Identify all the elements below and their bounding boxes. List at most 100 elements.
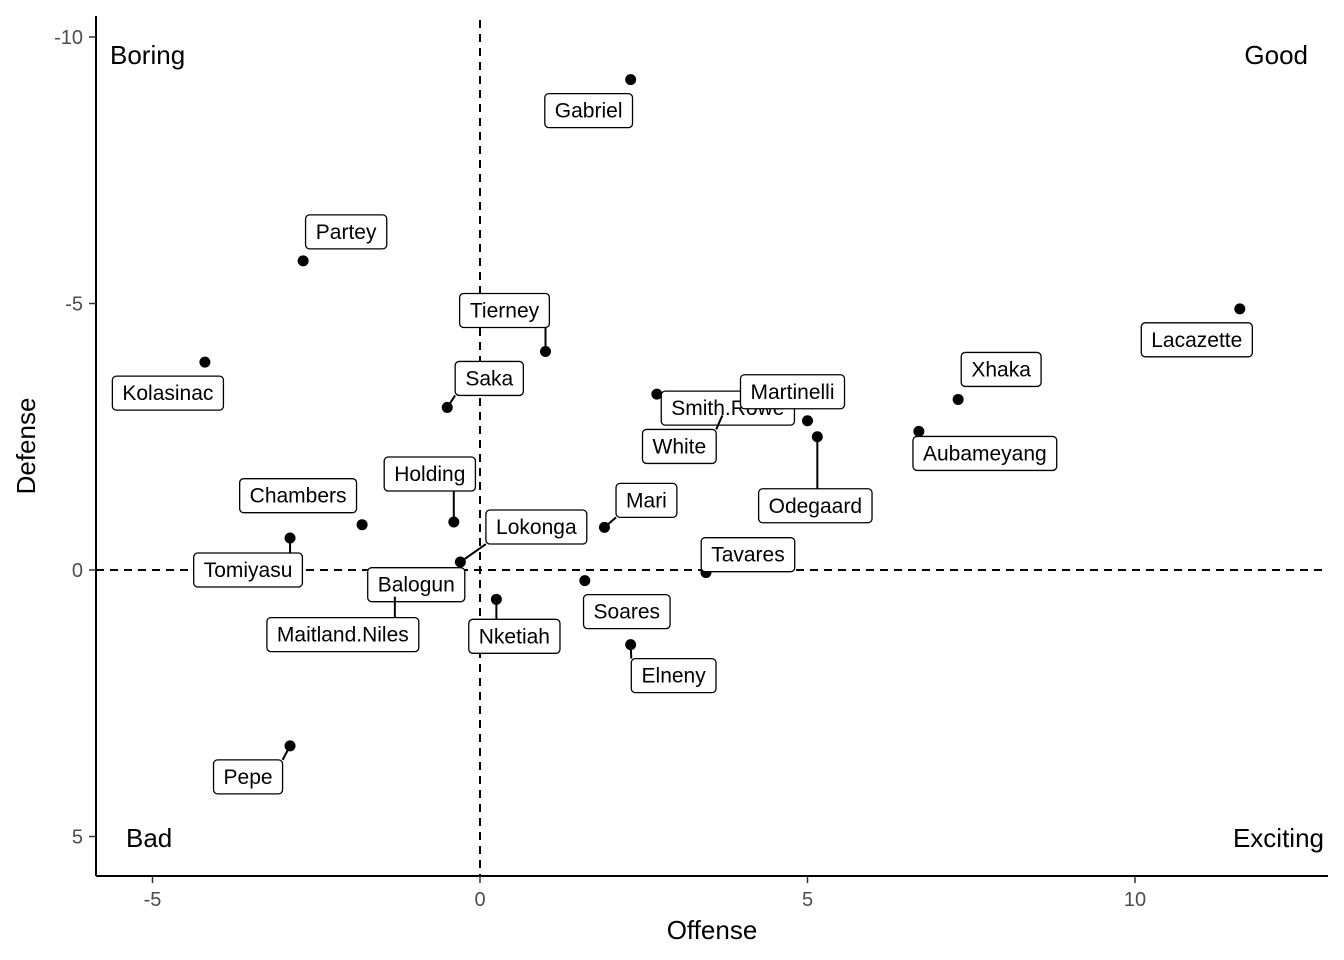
label-mari: Mari (603, 482, 678, 529)
point-lacazette (1234, 303, 1246, 315)
point-aubameyang (913, 425, 925, 437)
label-box-chambers (239, 478, 358, 514)
point-xhaka (952, 393, 964, 405)
label-text-holding: Holding (394, 463, 465, 486)
label-box-aubameyang (912, 435, 1058, 472)
label-text-lacazette: Lacazette (1151, 329, 1242, 352)
label-box-saka (454, 360, 524, 397)
label-lokonga: Lokonga (459, 509, 588, 563)
label-box-soares (582, 594, 671, 630)
label-elneny: Elneny (629, 644, 717, 694)
label-box-tomiyasu (193, 552, 304, 588)
quadrant-labels: Boring Good Bad Exciting (110, 40, 1324, 853)
y-tick-label: -5 (65, 294, 83, 316)
label-nketiah: Nketiah (468, 599, 561, 654)
point-smith-rowe (651, 388, 663, 400)
label-tavares: Tavares (700, 537, 796, 573)
label-box-holding (383, 456, 477, 492)
label-martinelli: Martinelli (739, 374, 846, 410)
label-text-tierney: Tierney (470, 299, 540, 322)
label-white: White (641, 415, 724, 465)
label-text-white: White (653, 435, 707, 458)
x-axis-ticks: -5 0 5 10 (144, 876, 1146, 911)
label-chambers: Chambers (239, 478, 358, 514)
point-kolasinac (199, 356, 211, 368)
label-box-xhaka (960, 351, 1042, 388)
quadrant-label-bottom-left: Bad (126, 823, 172, 853)
x-tick-label: 5 (802, 889, 813, 911)
label-tierney: Tierney (458, 292, 551, 352)
label-box-balogun (367, 567, 466, 603)
quadrant-label-bottom-right: Exciting (1233, 823, 1324, 853)
connector-elneny (629, 644, 633, 659)
label-text-odegaard: Odegaard (769, 495, 862, 518)
connector-lokonga (459, 543, 487, 563)
connector-pepe (281, 745, 291, 761)
label-text-tomiyasu: Tomiyasu (204, 559, 293, 582)
label-tomiyasu: Tomiyasu (193, 538, 304, 588)
label-text-martinelli: Martinelli (750, 381, 834, 404)
x-tick-label: -5 (144, 889, 162, 911)
x-tick-label: 10 (1124, 889, 1146, 911)
point-chambers (356, 519, 368, 531)
label-box-lokonga (485, 509, 588, 545)
label-box-partey (304, 214, 388, 250)
label-box-nketiah (468, 618, 561, 654)
connector-mari (603, 516, 617, 529)
label-box-lacazette (1140, 322, 1253, 358)
y-tick-label: 5 (72, 827, 83, 849)
label-text-partey: Partey (316, 221, 377, 244)
label-pepe: Pepe (212, 745, 291, 795)
label-text-soares: Soares (594, 601, 661, 624)
label-text-gabriel: Gabriel (555, 100, 623, 123)
label-maitland-niles: Maitland.Niles (266, 596, 420, 653)
label-saka: Saka (446, 360, 524, 408)
label-lacazette: Lacazette (1140, 322, 1253, 358)
label-text-xhaka: Xhaka (971, 358, 1031, 381)
label-soares: Soares (582, 594, 671, 630)
label-text-mari: Mari (626, 489, 667, 512)
label-text-tavares: Tavares (711, 544, 785, 567)
quadrant-label-top-left: Boring (110, 40, 185, 70)
connector-white (715, 415, 724, 430)
connector-saka (446, 394, 456, 408)
label-text-pepe: Pepe (224, 766, 273, 789)
label-box-pepe (212, 759, 284, 795)
label-box-white (641, 428, 717, 465)
label-box-maitland-niles (266, 617, 420, 653)
point-martinelli (802, 415, 813, 427)
label-odegaard: Odegaard (757, 436, 873, 524)
y-tick-label: -10 (54, 27, 83, 49)
y-axis-ticks: -10 -5 0 5 (54, 27, 96, 849)
y-axis-title: Defense (11, 398, 41, 495)
label-balogun: Balogun (367, 567, 466, 603)
label-text-nketiah: Nketiah (479, 625, 550, 648)
label-kolasinac: Kolasinac (111, 375, 225, 411)
label-text-elneny: Elneny (642, 665, 707, 688)
axes (95, 16, 1328, 877)
label-text-kolasinac: Kolasinac (122, 382, 213, 405)
label-partey: Partey (304, 214, 388, 250)
label-text-chambers: Chambers (250, 485, 347, 508)
point-soares (579, 575, 591, 587)
label-text-aubameyang: Aubameyang (923, 442, 1047, 465)
label-box-kolasinac (111, 375, 225, 411)
label-text-lokonga: Lokonga (496, 516, 577, 539)
label-aubameyang: Aubameyang (912, 435, 1058, 472)
label-gabriel: Gabriel (544, 92, 634, 129)
point-labels: GabrielParteyLacazetteKolasinacTierneySm… (111, 92, 1253, 795)
label-box-tierney (458, 292, 551, 329)
label-text-maitland-niles: Maitland.Niles (277, 624, 409, 647)
x-tick-label: 0 (474, 889, 485, 911)
x-axis-title: Offense (667, 915, 758, 945)
point-gabriel (625, 74, 637, 86)
label-box-martinelli (739, 374, 846, 410)
label-box-mari (615, 482, 678, 519)
label-box-elneny (630, 657, 717, 694)
label-xhaka: Xhaka (960, 351, 1042, 388)
y-tick-label: 0 (72, 560, 83, 582)
quadrant-label-top-right: Good (1244, 40, 1308, 70)
label-box-odegaard (757, 488, 873, 524)
label-box-gabriel (544, 92, 634, 129)
